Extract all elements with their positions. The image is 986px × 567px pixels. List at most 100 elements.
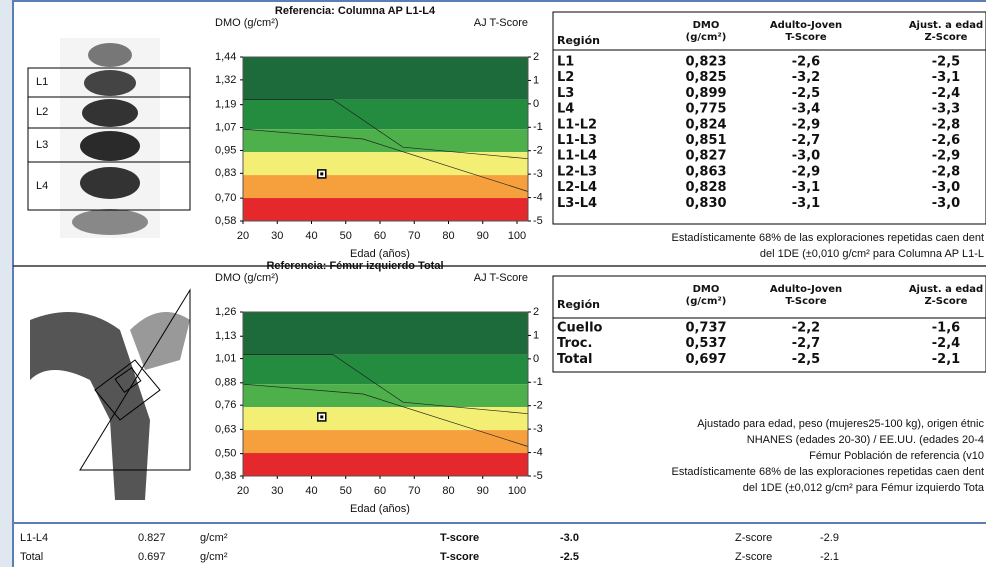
table-cell: -2,4 xyxy=(932,336,960,351)
note: del 1DE (±0,012 g/cm² para Fémur izquier… xyxy=(743,482,985,494)
table-cell: 0,828 xyxy=(685,180,726,195)
y-tick-label: 0,88 xyxy=(215,377,236,389)
note: Estadísticamente 68% de las exploracione… xyxy=(672,232,984,244)
y-tick-label: 0,76 xyxy=(215,399,236,411)
table-header: T-Score xyxy=(785,32,826,43)
table-cell: -1,6 xyxy=(932,321,960,336)
table-cell: 0,863 xyxy=(685,164,726,179)
table-header: T-Score xyxy=(785,296,826,307)
vertebra-label: L2 xyxy=(36,106,48,118)
table-cell: -2,8 xyxy=(932,164,960,179)
table-cell: -2,4 xyxy=(932,86,960,101)
spine-image xyxy=(28,38,190,238)
y-tick-label: 1,32 xyxy=(215,74,236,86)
table-cell: -2,9 xyxy=(792,164,820,179)
risk-band xyxy=(243,152,528,175)
table-header: DMO xyxy=(693,284,720,295)
y-axis-label: DMO (g/cm²) xyxy=(215,272,279,284)
summary-cell: -3.0 xyxy=(560,532,579,544)
side-band xyxy=(0,0,12,567)
report: L1L2L3L4Referencia: Columna AP L1-L4DMO … xyxy=(0,0,986,567)
y2-tick-label: -4 xyxy=(533,191,543,203)
patient-point-core xyxy=(320,172,323,175)
table-cell: -2,8 xyxy=(932,117,960,132)
summary-cell: L1-L4 xyxy=(20,532,48,544)
table-cell: 0,824 xyxy=(685,117,726,132)
y2-tick-label: -3 xyxy=(533,168,543,180)
x-tick-label: 70 xyxy=(408,485,420,497)
table-cell: 0,827 xyxy=(685,149,726,164)
risk-band xyxy=(243,57,528,100)
y2-tick-label: 2 xyxy=(533,306,539,318)
note: Ajustado para edad, peso (mujeres25-100 … xyxy=(697,418,984,430)
x-tick-label: 30 xyxy=(271,230,283,242)
summary-cell: g/cm² xyxy=(200,551,228,563)
table-cell: -3,1 xyxy=(792,196,820,211)
y2-tick-label: -4 xyxy=(533,446,543,458)
table-cell: L2-L4 xyxy=(557,180,597,195)
risk-band xyxy=(243,312,528,355)
table-cell: 0,737 xyxy=(685,321,726,336)
y-tick-label: 1,07 xyxy=(215,121,236,133)
x-axis-label: Edad (años) xyxy=(350,503,410,515)
risk-band xyxy=(243,407,528,430)
table-header: Adulto-Joven xyxy=(770,20,842,31)
table-header: Ajust. a edad xyxy=(909,20,983,31)
table-header: Z-Score xyxy=(925,296,968,307)
y-tick-label: 1,44 xyxy=(215,51,236,63)
x-tick-label: 90 xyxy=(477,230,489,242)
table-header: (g/cm²) xyxy=(686,32,727,43)
table-cell: L2 xyxy=(557,70,574,85)
note: NHANES (edades 20-30) / EE.UU. (edades 2… xyxy=(747,434,984,446)
table-header: Adulto-Joven xyxy=(770,284,842,295)
y2-tick-label: -2 xyxy=(533,145,543,157)
table-cell: 0,775 xyxy=(685,102,726,117)
table-header: DMO xyxy=(693,20,720,31)
table-cell: -3,2 xyxy=(792,70,820,85)
table-cell: L1-L3 xyxy=(557,133,597,148)
y2-tick-label: -1 xyxy=(533,376,543,388)
table-cell: -3,0 xyxy=(792,149,820,164)
table-cell: Total xyxy=(557,352,593,367)
risk-band xyxy=(243,198,528,221)
x-tick-label: 100 xyxy=(508,230,526,242)
table-cell: -2,1 xyxy=(932,352,960,367)
table-cell: -2,7 xyxy=(792,133,820,148)
table-header: Región xyxy=(557,34,600,47)
table-cell: -2,6 xyxy=(792,55,820,70)
y-tick-label: 0,58 xyxy=(215,215,236,227)
y-tick-label: 1,01 xyxy=(215,352,236,364)
table-cell: L3 xyxy=(557,86,574,101)
x-tick-label: 40 xyxy=(305,230,317,242)
x-tick-label: 50 xyxy=(340,485,352,497)
table-cell: -3,3 xyxy=(932,102,960,117)
patient-point-core xyxy=(320,415,323,418)
summary-cell: T-score xyxy=(440,532,479,544)
table-cell: 0,825 xyxy=(685,70,726,85)
table-cell: -3,4 xyxy=(792,102,820,117)
table-header: Z-Score xyxy=(925,32,968,43)
vertebra-label: L1 xyxy=(36,76,48,88)
y2-tick-label: 0 xyxy=(533,353,539,365)
table-cell: 0,537 xyxy=(685,336,726,351)
spine-table-box xyxy=(553,12,986,224)
x-tick-label: 20 xyxy=(237,485,249,497)
table-cell: L1-L2 xyxy=(557,117,597,132)
table-cell: L2-L3 xyxy=(557,164,597,179)
y-tick-label: 0,70 xyxy=(215,192,236,204)
table-cell: -2,6 xyxy=(932,133,960,148)
table-cell: L1 xyxy=(557,55,574,70)
x-tick-label: 100 xyxy=(508,485,526,497)
table-cell: 0,899 xyxy=(685,86,726,101)
y2-tick-label: -1 xyxy=(533,121,543,133)
y2-axis-label: AJ T-Score xyxy=(474,17,528,29)
y-tick-label: 1,19 xyxy=(215,99,236,111)
table-cell: -3,0 xyxy=(932,196,960,211)
risk-band xyxy=(243,430,528,453)
table-cell: 0,830 xyxy=(685,196,726,211)
table-header: (g/cm²) xyxy=(686,296,727,307)
summary-cell: -2.5 xyxy=(560,551,579,563)
table-cell: L4 xyxy=(557,102,574,117)
risk-band xyxy=(243,175,528,198)
y-tick-label: 1,13 xyxy=(215,330,236,342)
